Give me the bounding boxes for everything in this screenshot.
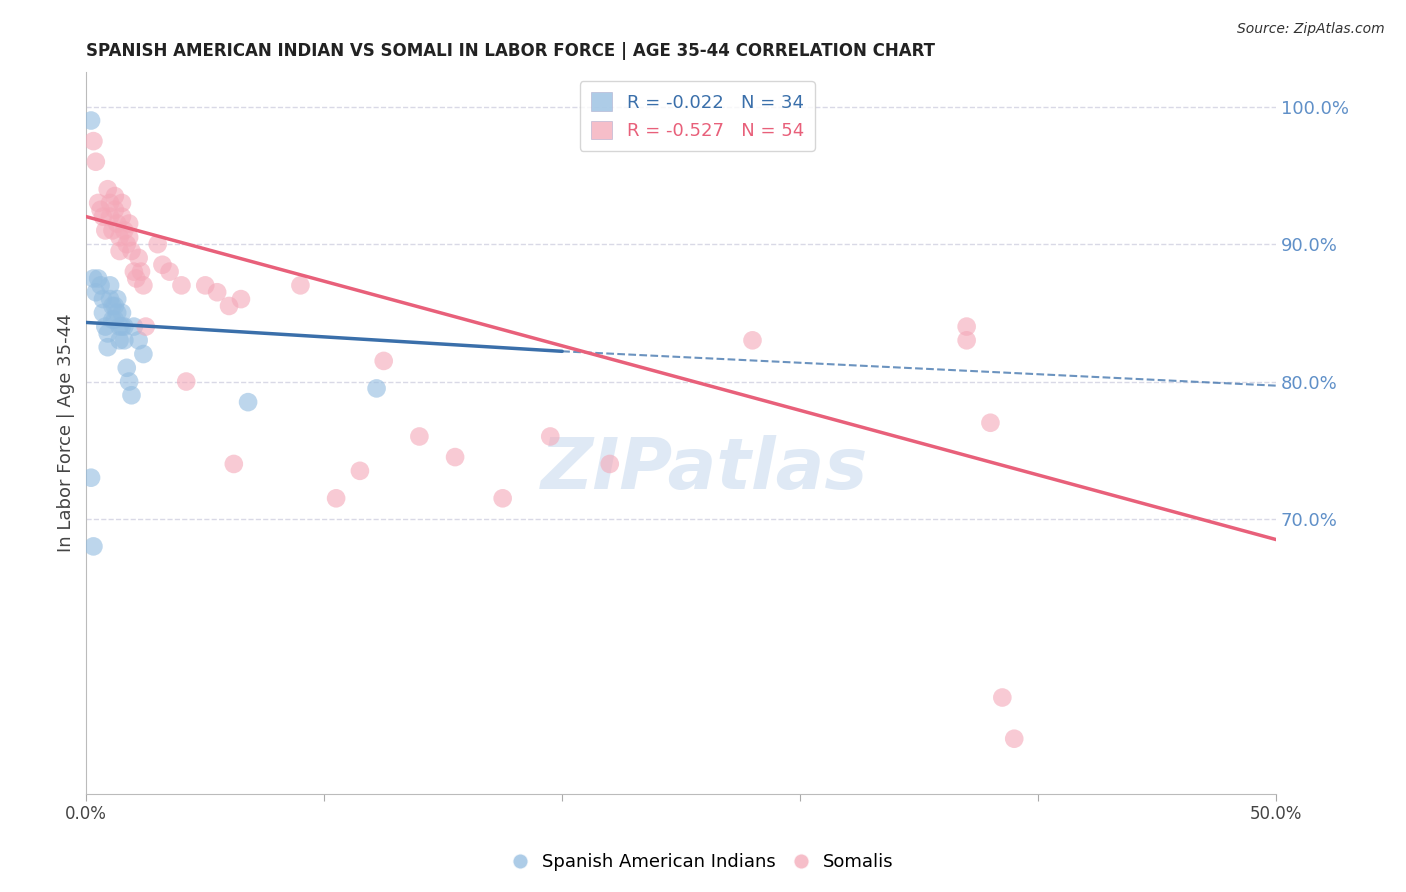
Point [128,251,150,265]
Y-axis label: In Labor Force | Age 35-44: In Labor Force | Age 35-44 [58,314,75,552]
Point [121,244,143,258]
Point [956,319,979,334]
Point [104,189,127,203]
Point [122,265,145,279]
Point [146,237,169,252]
Point [128,334,150,348]
Point [105,292,128,306]
Point [194,278,217,293]
Point [97,326,120,341]
Point [135,319,157,334]
Point [105,306,128,320]
Point [325,491,347,506]
Point [366,381,388,395]
Point [205,285,228,300]
Text: ZIPatlas: ZIPatlas [541,434,869,504]
Point [118,217,141,231]
Point [84,154,107,169]
Point [152,258,174,272]
Point [111,319,134,334]
Point [91,292,114,306]
Point [84,285,107,300]
Point [108,244,131,258]
Point [408,429,430,443]
Point [108,334,131,348]
Point [444,450,467,464]
Point [349,464,371,478]
Point [132,278,155,293]
Point [159,265,181,279]
Point [115,237,138,252]
Point [94,319,117,334]
Point [236,395,259,409]
Point [290,278,312,293]
Point [741,334,763,348]
Point [991,690,1014,705]
Point [97,340,120,354]
Point [101,223,124,237]
Legend: R = -0.022   N = 34, R = -0.527   N = 54: R = -0.022 N = 34, R = -0.527 N = 54 [579,81,815,151]
Point [87,196,110,211]
Point [111,210,134,224]
Point [82,271,104,285]
Point [115,360,138,375]
Point [1002,731,1025,746]
Point [90,202,112,217]
Point [229,292,252,306]
Point [599,457,621,471]
Text: SPANISH AMERICAN INDIAN VS SOMALI IN LABOR FORCE | AGE 35-44 CORRELATION CHART: SPANISH AMERICAN INDIAN VS SOMALI IN LAB… [86,42,935,60]
Point [492,491,515,506]
Point [218,299,240,313]
Point [979,416,1001,430]
Point [118,230,141,244]
Point [94,223,117,237]
Point [132,347,155,361]
Point [80,471,103,485]
Point [108,319,131,334]
Point [112,334,135,348]
Point [125,271,148,285]
Point [104,299,127,313]
Point [170,278,193,293]
Point [104,202,127,217]
Point [174,375,197,389]
Point [108,230,131,244]
Point [111,306,134,320]
Point [82,134,104,148]
Legend: Spanish American Indians, Somalis: Spanish American Indians, Somalis [506,847,900,879]
Point [122,319,145,334]
Text: Source: ZipAtlas.com: Source: ZipAtlas.com [1237,22,1385,37]
Point [121,388,143,402]
Point [91,306,114,320]
Point [101,312,124,326]
Point [112,223,135,237]
Point [538,429,561,443]
Point [82,540,104,554]
Point [90,278,112,293]
Point [111,196,134,211]
Point [98,210,121,224]
Point [956,334,979,348]
Point [80,113,103,128]
Point [98,196,121,211]
Point [129,265,152,279]
Point [97,182,120,196]
Point [222,457,245,471]
Point [87,271,110,285]
Point [112,319,135,334]
Point [105,217,128,231]
Point [98,278,121,293]
Point [118,375,141,389]
Point [373,354,395,368]
Point [98,292,121,306]
Point [91,210,114,224]
Point [104,312,127,326]
Point [101,299,124,313]
